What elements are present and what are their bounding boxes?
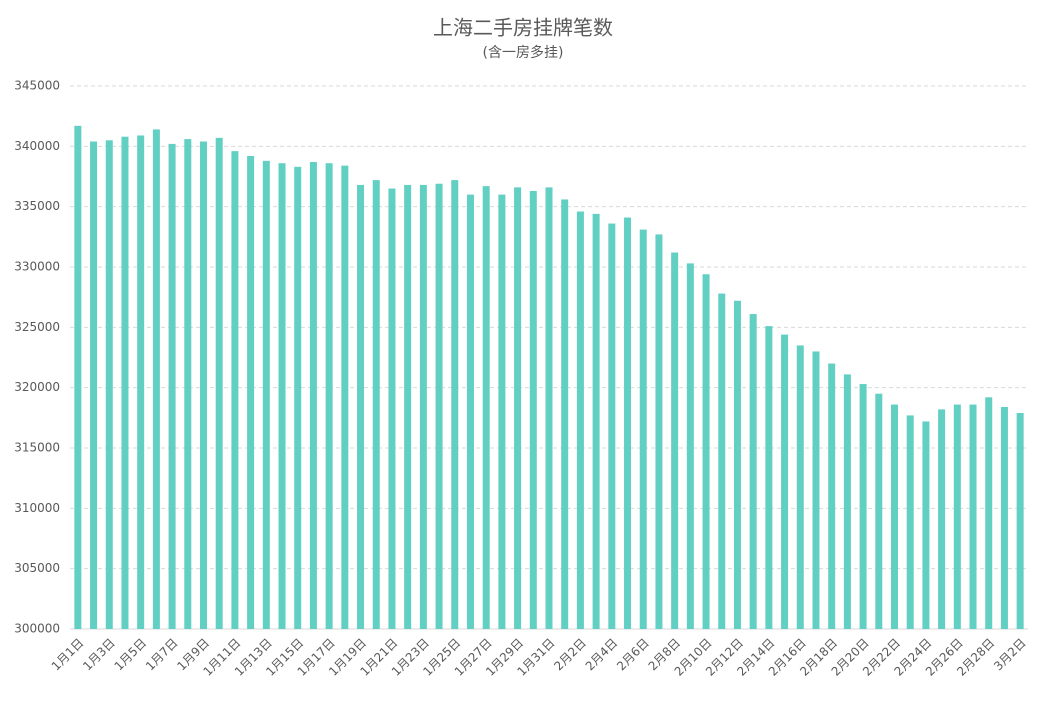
bar — [231, 151, 239, 629]
bar — [184, 139, 192, 630]
bar — [466, 194, 474, 629]
bar — [325, 163, 333, 629]
bar — [90, 141, 98, 630]
bar — [608, 223, 616, 629]
bar — [875, 393, 883, 629]
bar — [121, 136, 129, 629]
chart-subtitle: (含一房多挂) — [483, 44, 564, 61]
y-tick-label: 335000 — [14, 199, 60, 213]
bar — [953, 404, 961, 629]
bar — [938, 409, 946, 629]
bar — [529, 190, 537, 630]
bar — [435, 183, 443, 630]
bar — [702, 274, 710, 629]
bar — [372, 180, 380, 629]
bar — [74, 125, 82, 629]
bar — [137, 135, 145, 629]
y-tick-label: 305000 — [14, 561, 60, 575]
bar — [655, 234, 663, 630]
bar — [341, 165, 349, 629]
bar — [985, 397, 993, 629]
bar — [843, 374, 851, 629]
x-tick-label: 1月5日 — [112, 636, 150, 674]
bar — [262, 160, 270, 629]
bar — [891, 404, 899, 629]
x-tick-label: 2月4日 — [583, 636, 621, 674]
y-tick-label: 320000 — [14, 380, 60, 394]
bar — [451, 180, 459, 629]
y-tick-label: 345000 — [14, 79, 60, 93]
bar — [576, 211, 584, 629]
bar — [592, 213, 600, 629]
bar — [309, 162, 317, 629]
bar — [796, 345, 804, 629]
bar — [624, 217, 632, 629]
bar — [828, 363, 836, 629]
bar — [357, 184, 365, 630]
bar — [152, 129, 160, 629]
bar — [765, 326, 773, 629]
bar — [906, 415, 914, 629]
bar — [639, 229, 647, 630]
bar — [922, 421, 930, 629]
x-tick-label: 1月3日 — [80, 636, 118, 674]
bar — [278, 163, 286, 629]
bar — [1016, 413, 1024, 629]
bar — [388, 188, 396, 630]
bar — [294, 166, 302, 629]
bar — [718, 293, 726, 629]
y-tick-label: 300000 — [14, 622, 60, 636]
y-tick-label: 315000 — [14, 441, 60, 455]
bar — [671, 252, 679, 629]
y-tick-label: 340000 — [14, 139, 60, 153]
bar — [482, 186, 490, 630]
x-tick-label: 1月1日 — [49, 636, 87, 674]
bar — [404, 184, 412, 630]
bar — [247, 155, 255, 629]
bar — [686, 263, 694, 629]
bar — [749, 314, 757, 629]
bar — [419, 184, 427, 630]
bar — [168, 143, 176, 630]
bar — [514, 187, 522, 630]
bar — [199, 141, 207, 630]
y-tick-label: 330000 — [14, 260, 60, 274]
x-tick-label: 1月7日 — [143, 636, 181, 674]
x-tick-label: 2月2日 — [551, 636, 589, 674]
bar — [105, 140, 113, 630]
bar — [812, 351, 820, 629]
bar — [733, 300, 741, 629]
bar — [215, 137, 223, 630]
bar — [969, 404, 977, 629]
bar — [498, 194, 506, 629]
y-tick-label: 325000 — [14, 320, 60, 334]
chart-title: 上海二手房挂牌笔数 — [433, 16, 613, 40]
x-tick-label: 2月6日 — [614, 636, 652, 674]
y-tick-label: 310000 — [14, 501, 60, 515]
x-tick-label: 3月2日 — [991, 636, 1029, 674]
bar — [859, 384, 867, 629]
bar — [561, 199, 569, 629]
bar — [1000, 406, 1008, 629]
bar — [781, 334, 789, 629]
bar — [545, 187, 553, 630]
